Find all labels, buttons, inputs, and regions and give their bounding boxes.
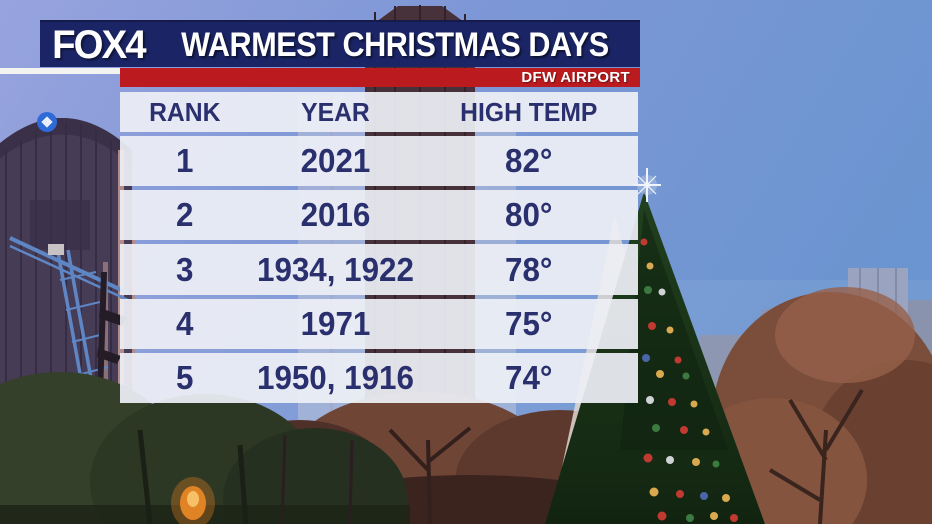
page-title: WARMEST CHRISTMAS DAYS xyxy=(181,25,609,64)
chase-logo xyxy=(37,112,57,132)
year-value: 2016 xyxy=(300,196,370,234)
rank-value: 2 xyxy=(176,196,194,234)
orange-lamp-glow xyxy=(171,477,215,524)
high-temp-value: 80° xyxy=(505,196,553,234)
column-header-high-temp: HIGH TEMP xyxy=(460,96,598,127)
foreground-poles xyxy=(280,434,354,524)
tree-ornaments xyxy=(640,238,738,522)
rank-value: 4 xyxy=(176,304,194,342)
year-value: 1950, 1916 xyxy=(256,358,414,396)
high-temp-value: 82° xyxy=(505,142,553,180)
data-table: RANK YEAR HIGH TEMP 1 2021 82° 2 2016 80… xyxy=(120,92,638,404)
column-header-rank: RANK xyxy=(149,96,221,127)
high-temp-value: 75° xyxy=(505,304,553,342)
christmas-tree xyxy=(545,168,765,524)
location-bar: DFW AIRPORT xyxy=(120,68,640,87)
high-temp-value: 74° xyxy=(505,358,553,396)
rank-value: 3 xyxy=(176,250,194,288)
table-row: 4 1971 75° xyxy=(120,298,638,349)
table-row: 5 1950, 1916 74° xyxy=(120,352,638,404)
table-row: 1 2021 82° xyxy=(120,136,638,187)
sparkle xyxy=(633,168,661,202)
table-row: 2 2016 80° xyxy=(120,190,638,241)
location-label: DFW AIRPORT xyxy=(521,69,630,86)
evergreen-trees-left xyxy=(0,372,410,524)
bare-trees-right xyxy=(677,287,932,524)
year-value: 2021 xyxy=(300,142,370,180)
table-row: 3 1934, 1922 78° xyxy=(120,244,638,295)
rank-value: 5 xyxy=(176,358,194,396)
year-value: 1934, 1922 xyxy=(256,250,414,288)
high-temp-value: 78° xyxy=(505,250,553,288)
table-header-row: RANK YEAR HIGH TEMP xyxy=(120,92,638,132)
column-header-year: YEAR xyxy=(300,96,370,127)
year-value: 1971 xyxy=(300,304,370,342)
fox4-logo: FOX4 xyxy=(52,22,147,67)
header-bar: FOX4 WARMEST CHRISTMAS DAYS xyxy=(40,20,640,67)
accent-strip xyxy=(0,68,120,74)
rank-value: 1 xyxy=(176,142,194,180)
